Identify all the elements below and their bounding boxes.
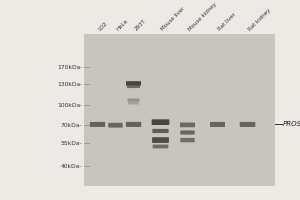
FancyBboxPatch shape xyxy=(180,123,195,127)
FancyBboxPatch shape xyxy=(152,119,169,125)
Text: LO2: LO2 xyxy=(98,21,109,32)
Text: Mouse kidney: Mouse kidney xyxy=(188,2,218,32)
FancyBboxPatch shape xyxy=(152,129,169,133)
FancyBboxPatch shape xyxy=(153,145,168,148)
FancyBboxPatch shape xyxy=(90,122,105,127)
FancyBboxPatch shape xyxy=(180,130,195,135)
Text: Rat liver: Rat liver xyxy=(218,12,237,32)
FancyBboxPatch shape xyxy=(127,85,140,88)
FancyBboxPatch shape xyxy=(108,123,123,128)
FancyBboxPatch shape xyxy=(126,81,141,86)
FancyBboxPatch shape xyxy=(152,137,169,143)
FancyBboxPatch shape xyxy=(126,122,141,127)
FancyBboxPatch shape xyxy=(128,102,139,104)
FancyBboxPatch shape xyxy=(128,99,140,102)
Text: 293T: 293T xyxy=(134,19,147,32)
Text: HeLa: HeLa xyxy=(116,19,129,32)
Text: 55kDa-: 55kDa- xyxy=(61,141,82,146)
Text: Rat kidney: Rat kidney xyxy=(248,8,272,32)
FancyBboxPatch shape xyxy=(210,122,225,127)
FancyBboxPatch shape xyxy=(180,138,195,142)
Text: PROS1: PROS1 xyxy=(283,121,300,127)
Bar xyxy=(84,34,274,186)
Text: 130kDa-: 130kDa- xyxy=(57,82,83,87)
Text: Mouse liver: Mouse liver xyxy=(160,6,186,32)
Text: 40kDa-: 40kDa- xyxy=(61,164,82,169)
Text: 70kDa-: 70kDa- xyxy=(61,123,82,128)
Text: 100kDa-: 100kDa- xyxy=(57,103,83,108)
Text: 170kDa-: 170kDa- xyxy=(57,65,82,70)
FancyBboxPatch shape xyxy=(240,122,255,127)
